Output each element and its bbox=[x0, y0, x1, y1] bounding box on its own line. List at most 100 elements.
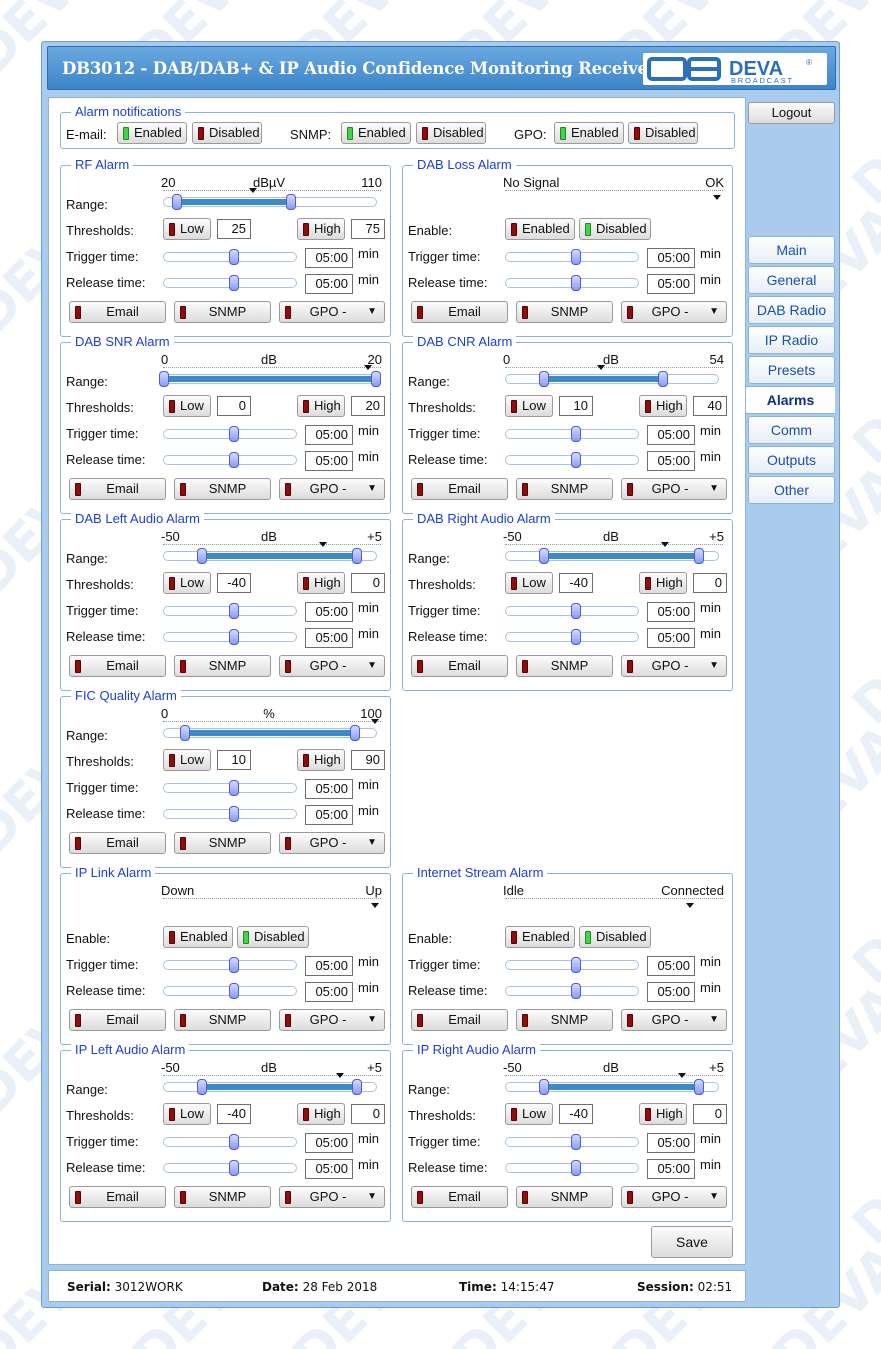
snmp-button[interactable]: SNMP bbox=[174, 655, 271, 677]
trigger-time-field[interactable]: 05:00 bbox=[305, 956, 353, 976]
snmp-button[interactable]: SNMP bbox=[174, 832, 271, 854]
trigger-time-field[interactable]: 05:00 bbox=[647, 248, 695, 268]
low-threshold-field[interactable]: 0 bbox=[217, 396, 251, 416]
trigger-time-field[interactable]: 05:00 bbox=[647, 956, 695, 976]
range-slider-low-handle[interactable] bbox=[197, 1079, 207, 1095]
release-time-field[interactable]: 05:00 bbox=[647, 274, 695, 294]
release-time-slider-handle[interactable] bbox=[229, 983, 239, 999]
release-time-slider[interactable] bbox=[163, 806, 297, 822]
high-threshold-field[interactable]: 20 bbox=[351, 396, 385, 416]
high-threshold-button[interactable]: High bbox=[297, 395, 345, 417]
snmp-button[interactable]: SNMP bbox=[174, 1186, 271, 1208]
nav-other[interactable]: Other bbox=[748, 476, 835, 504]
nav-outputs[interactable]: Outputs bbox=[748, 446, 835, 474]
trigger-time-slider-handle[interactable] bbox=[571, 426, 581, 442]
release-time-field[interactable]: 05:00 bbox=[647, 1159, 695, 1179]
release-time-slider-handle[interactable] bbox=[571, 983, 581, 999]
range-slider-high-handle[interactable] bbox=[694, 548, 704, 564]
release-time-slider[interactable] bbox=[505, 452, 639, 468]
disabled-button[interactable]: Disabled bbox=[237, 926, 309, 948]
trigger-time-slider-handle[interactable] bbox=[571, 957, 581, 973]
email-button[interactable]: Email bbox=[69, 1186, 166, 1208]
trigger-time-field[interactable]: 05:00 bbox=[305, 425, 353, 445]
release-time-slider-handle[interactable] bbox=[229, 1160, 239, 1176]
release-time-field[interactable]: 05:00 bbox=[305, 982, 353, 1002]
trigger-time-slider[interactable] bbox=[163, 780, 297, 796]
email-button[interactable]: Email bbox=[411, 478, 508, 500]
trigger-time-slider-handle[interactable] bbox=[229, 249, 239, 265]
range-slider-high-handle[interactable] bbox=[286, 194, 296, 210]
range-slider-low-handle[interactable] bbox=[197, 548, 207, 564]
release-time-slider[interactable] bbox=[163, 452, 297, 468]
release-time-slider-handle[interactable] bbox=[571, 1160, 581, 1176]
trigger-time-slider-handle[interactable] bbox=[229, 957, 239, 973]
range-slider-high-handle[interactable] bbox=[352, 548, 362, 564]
trigger-time-slider-handle[interactable] bbox=[571, 249, 581, 265]
gpo-button[interactable]: GPO - ▼ bbox=[279, 832, 385, 854]
release-time-slider[interactable] bbox=[163, 275, 297, 291]
trigger-time-slider-handle[interactable] bbox=[571, 1134, 581, 1150]
trigger-time-slider-handle[interactable] bbox=[571, 603, 581, 619]
low-threshold-field[interactable]: -40 bbox=[217, 573, 251, 593]
release-time-slider[interactable] bbox=[505, 275, 639, 291]
trigger-time-field[interactable]: 05:00 bbox=[305, 248, 353, 268]
gpo-button[interactable]: GPO - ▼ bbox=[621, 1009, 727, 1031]
high-threshold-field[interactable]: 40 bbox=[693, 396, 727, 416]
low-threshold-field[interactable]: -40 bbox=[559, 1104, 593, 1124]
email-button[interactable]: Email bbox=[69, 478, 166, 500]
release-time-field[interactable]: 05:00 bbox=[647, 451, 695, 471]
release-time-slider[interactable] bbox=[505, 983, 639, 999]
gpo-button[interactable]: GPO - ▼ bbox=[279, 478, 385, 500]
email-button[interactable]: Email bbox=[69, 655, 166, 677]
snmp-button[interactable]: SNMP bbox=[516, 301, 613, 323]
high-threshold-button[interactable]: High bbox=[639, 395, 687, 417]
low-threshold-button[interactable]: Low bbox=[163, 395, 211, 417]
trigger-time-slider[interactable] bbox=[505, 1134, 639, 1150]
release-time-slider-handle[interactable] bbox=[571, 629, 581, 645]
trigger-time-field[interactable]: 05:00 bbox=[305, 602, 353, 622]
snmp-button[interactable]: SNMP bbox=[174, 478, 271, 500]
trigger-time-field[interactable]: 05:00 bbox=[647, 602, 695, 622]
range-slider-low-handle[interactable] bbox=[539, 1079, 549, 1095]
email-button[interactable]: Email bbox=[411, 655, 508, 677]
email-button[interactable]: Email bbox=[69, 832, 166, 854]
range-slider-low-handle[interactable] bbox=[539, 548, 549, 564]
high-threshold-field[interactable]: 0 bbox=[351, 573, 385, 593]
trigger-time-slider-handle[interactable] bbox=[229, 780, 239, 796]
trigger-time-field[interactable]: 05:00 bbox=[305, 779, 353, 799]
email-button[interactable]: Email bbox=[411, 1009, 508, 1031]
range-slider[interactable] bbox=[163, 194, 377, 210]
release-time-slider[interactable] bbox=[163, 983, 297, 999]
gpo-button[interactable]: GPO - ▼ bbox=[621, 301, 727, 323]
trigger-time-slider-handle[interactable] bbox=[229, 426, 239, 442]
high-threshold-button[interactable]: High bbox=[297, 749, 345, 771]
release-time-field[interactable]: 05:00 bbox=[305, 274, 353, 294]
release-time-slider[interactable] bbox=[163, 629, 297, 645]
nav-dab-radio[interactable]: DAB Radio bbox=[748, 296, 835, 324]
snmp-enabled-button[interactable]: Enabled bbox=[341, 122, 411, 144]
trigger-time-slider[interactable] bbox=[163, 957, 297, 973]
release-time-slider[interactable] bbox=[505, 1160, 639, 1176]
trigger-time-field[interactable]: 05:00 bbox=[305, 1133, 353, 1153]
high-threshold-field[interactable]: 0 bbox=[693, 1104, 727, 1124]
gpo-button[interactable]: GPO - ▼ bbox=[279, 655, 385, 677]
email-button[interactable]: Email bbox=[411, 1186, 508, 1208]
snmp-button[interactable]: SNMP bbox=[516, 655, 613, 677]
email-button[interactable]: Email bbox=[69, 301, 166, 323]
trigger-time-slider-handle[interactable] bbox=[229, 1134, 239, 1150]
release-time-field[interactable]: 05:00 bbox=[305, 628, 353, 648]
range-slider-high-handle[interactable] bbox=[352, 1079, 362, 1095]
snmp-button[interactable]: SNMP bbox=[516, 1186, 613, 1208]
low-threshold-field[interactable]: -40 bbox=[559, 573, 593, 593]
snmp-disabled-button[interactable]: Disabled bbox=[416, 122, 486, 144]
nav-alarms[interactable]: Alarms bbox=[745, 386, 835, 414]
release-time-field[interactable]: 05:00 bbox=[305, 451, 353, 471]
gpo-enabled-button[interactable]: Enabled bbox=[554, 122, 624, 144]
range-slider-low-handle[interactable] bbox=[159, 371, 169, 387]
nav-presets[interactable]: Presets bbox=[748, 356, 835, 384]
range-slider-low-handle[interactable] bbox=[172, 194, 182, 210]
release-time-slider[interactable] bbox=[163, 1160, 297, 1176]
release-time-field[interactable]: 05:00 bbox=[647, 982, 695, 1002]
release-time-slider-handle[interactable] bbox=[571, 275, 581, 291]
range-slider-high-handle[interactable] bbox=[694, 1079, 704, 1095]
